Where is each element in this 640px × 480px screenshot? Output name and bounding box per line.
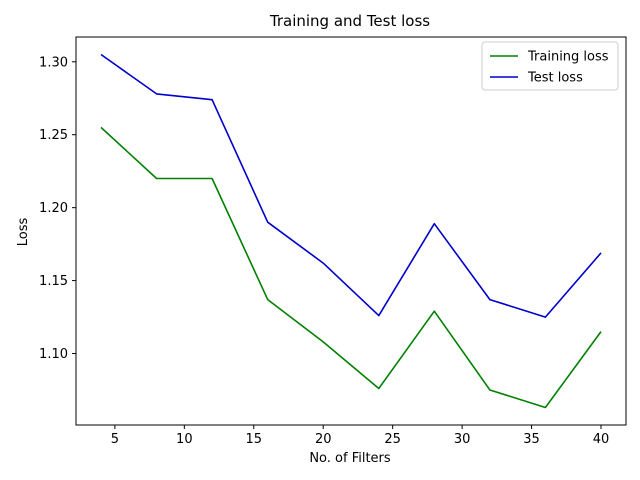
axes: 5 10 15 20 25 30 35 40 1.10 1.15 1.20 1.25 1.30 bbox=[39, 36, 627, 447]
x-tick-label: 20 bbox=[315, 432, 332, 447]
plot-area bbox=[100, 53, 602, 409]
legend-box bbox=[481, 41, 619, 91]
x-axis-label: No. of Filters bbox=[309, 451, 391, 466]
y-axis-label: Loss bbox=[16, 218, 31, 247]
x-tick-label: 40 bbox=[593, 432, 610, 447]
legend: Training loss Test loss bbox=[481, 41, 619, 91]
x-tick-label: 35 bbox=[523, 432, 540, 447]
x-tick-label: 5 bbox=[111, 432, 119, 447]
legend-label-training-loss: Training loss bbox=[527, 50, 609, 65]
x-tick-label: 10 bbox=[176, 432, 193, 447]
y-tick-label: 1.20 bbox=[39, 201, 68, 216]
x-tick-label: 15 bbox=[246, 432, 263, 447]
legend-label-test-loss: Test loss bbox=[527, 71, 583, 86]
chart-title: Training and Test loss bbox=[269, 12, 430, 30]
series-line-training-loss bbox=[100, 126, 602, 409]
x-tick-label: 25 bbox=[384, 432, 401, 447]
axes-frame bbox=[75, 36, 627, 426]
y-tick-label: 1.15 bbox=[39, 274, 68, 289]
x-tick-label: 30 bbox=[454, 432, 471, 447]
y-tick-label: 1.30 bbox=[39, 55, 68, 70]
y-tick-label: 1.10 bbox=[39, 347, 68, 362]
series-line-test-loss bbox=[100, 53, 602, 318]
y-tick-label: 1.25 bbox=[39, 128, 68, 143]
